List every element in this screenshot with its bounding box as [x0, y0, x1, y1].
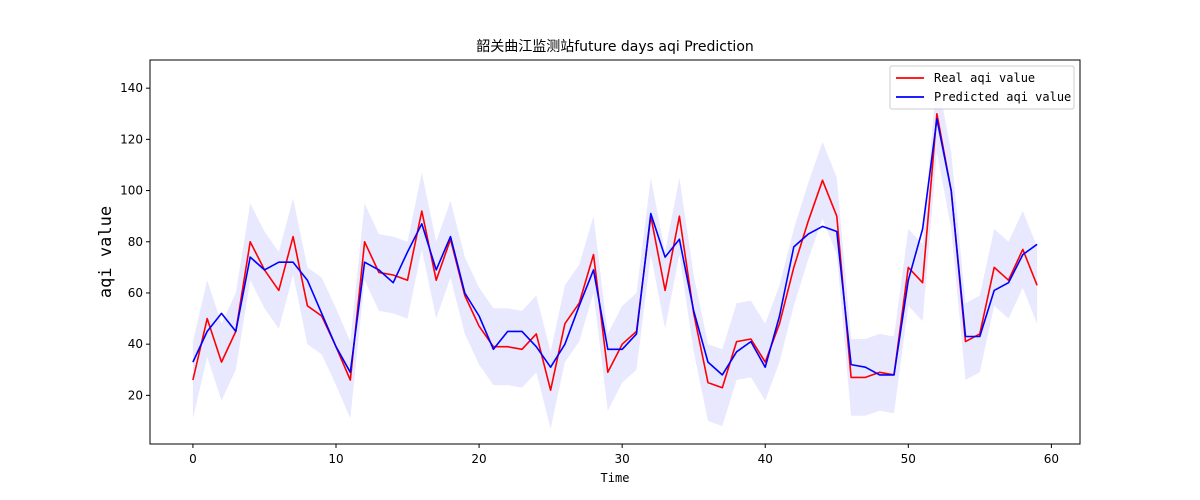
- y-tick-label: 60: [128, 286, 143, 300]
- y-tick-label: 100: [120, 184, 143, 198]
- y-tick-label: 40: [128, 337, 143, 351]
- x-tick-label: 40: [758, 452, 773, 466]
- axes-frame: [149, 59, 1081, 445]
- legend: Real aqi value Predicted aqi value: [889, 65, 1075, 110]
- predicted-aqi-line: [192, 118, 1038, 376]
- plot-area: [192, 75, 1038, 429]
- x-tick-label: 60: [1044, 452, 1059, 466]
- x-tick-label: 50: [901, 452, 916, 466]
- x-axis-label: Time: [601, 471, 630, 485]
- y-tick-label: 120: [120, 132, 143, 146]
- y-axis-label: aqi value: [96, 206, 116, 298]
- x-tick-label: 10: [328, 452, 343, 466]
- legend-entry: Real aqi value: [934, 71, 1035, 85]
- x-tick-label: 30: [615, 452, 630, 466]
- x-axis-ticks: 0 10 20 30 40 50 60: [189, 444, 1059, 466]
- y-tick-label: 140: [120, 81, 143, 95]
- y-tick-label: 20: [128, 388, 143, 402]
- prediction-band: [192, 75, 1038, 429]
- legend-entry: Predicted aqi value: [934, 90, 1071, 104]
- chart-title: 韶关曲江监测站future days aqi Prediction: [476, 39, 754, 55]
- x-tick-label: 0: [189, 452, 197, 466]
- y-tick-label: 80: [128, 235, 143, 249]
- x-tick-label: 20: [471, 452, 486, 466]
- y-axis-ticks: 20 40 60 80 100 120 140: [120, 81, 150, 402]
- legend-box: [889, 65, 1075, 110]
